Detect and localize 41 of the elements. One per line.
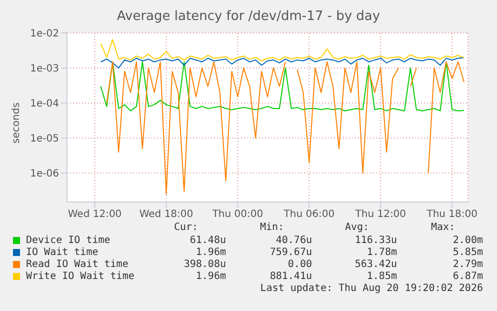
y-tick-label: 1e-05 xyxy=(30,134,59,145)
chart-title: Average latency for /dev/dm-17 - by day xyxy=(116,9,382,24)
text: Avg: xyxy=(344,222,370,233)
text: 61.48u xyxy=(188,235,226,246)
text: 2.00m xyxy=(452,235,483,246)
text: 5.85m xyxy=(452,247,483,258)
text: 759.67u xyxy=(270,247,312,258)
y-tick-label: 1e-06 xyxy=(30,168,59,180)
text: Max: xyxy=(430,222,456,233)
text: 881.41u xyxy=(270,271,312,282)
text: 6.87m xyxy=(452,271,483,282)
text: 1.96m xyxy=(194,247,226,258)
line-series xyxy=(100,57,465,69)
line-series xyxy=(100,39,465,62)
text: 563.42u xyxy=(354,259,397,270)
y-tick-label: 1e-02 xyxy=(30,28,59,40)
legend-label: Read IO Wait time xyxy=(26,259,128,270)
legend-label: Write IO Wait time xyxy=(26,271,134,282)
text: 1.78m xyxy=(366,247,397,258)
x-tick-label: Thu 12:00 xyxy=(354,209,406,220)
text: 1.96m xyxy=(194,271,226,282)
y-axis-title: seconds xyxy=(11,102,23,144)
text: 116.33u xyxy=(354,235,397,246)
y-tick-label: 1e-04 xyxy=(30,98,59,110)
text: Cur: xyxy=(172,222,200,233)
x-tick-label: Thu 18:00 xyxy=(426,209,478,220)
legend-label: Device IO time xyxy=(26,235,110,246)
x-tick-label: Thu 00:00 xyxy=(211,209,264,220)
x-tick-label: Wed 18:00 xyxy=(139,209,194,220)
text: 0.00 xyxy=(288,259,312,270)
text: Last update: Thu Aug 20 19:20:02 2026 xyxy=(259,283,483,294)
legend-label: IO Wait time xyxy=(26,247,98,258)
text: Min: xyxy=(258,222,286,233)
x-tick-label: Wed 12:00 xyxy=(68,209,122,220)
text: 40.76u xyxy=(276,235,312,246)
x-tick-label: Thu 06:00 xyxy=(282,209,335,220)
text: 2.79m xyxy=(452,259,483,270)
text: 398.08u xyxy=(182,259,226,270)
text: 1.85m xyxy=(366,271,397,282)
line-series xyxy=(100,61,465,112)
y-tick-label: 1e-03 xyxy=(30,64,59,75)
